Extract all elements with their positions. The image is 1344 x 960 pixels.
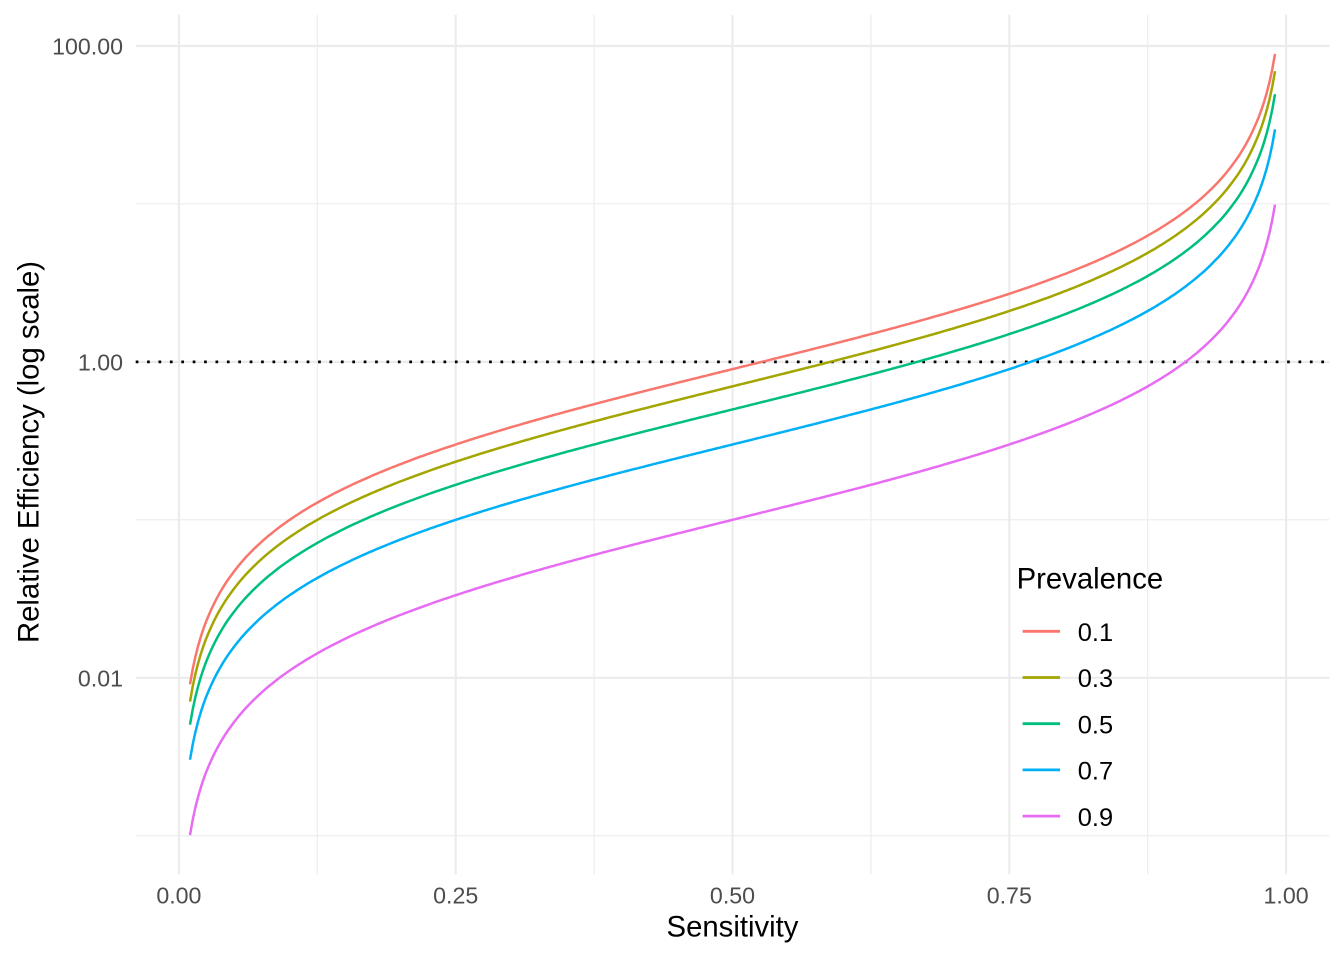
svg-text:0.25: 0.25 xyxy=(433,883,478,909)
svg-text:0.5: 0.5 xyxy=(1078,711,1113,739)
svg-text:Prevalence: Prevalence xyxy=(1017,563,1164,596)
svg-text:100.00: 100.00 xyxy=(52,34,123,60)
svg-text:0.7: 0.7 xyxy=(1078,758,1113,786)
svg-text:Sensitivity: Sensitivity xyxy=(667,911,799,944)
svg-text:1.00: 1.00 xyxy=(1264,883,1309,909)
svg-text:0.3: 0.3 xyxy=(1078,665,1113,693)
svg-text:0.00: 0.00 xyxy=(156,883,201,909)
svg-text:1.00: 1.00 xyxy=(78,349,123,375)
svg-text:0.1: 0.1 xyxy=(1078,619,1113,647)
svg-text:0.9: 0.9 xyxy=(1078,804,1113,832)
svg-text:0.75: 0.75 xyxy=(987,883,1032,909)
svg-text:Relative Efficiency (log scale: Relative Efficiency (log scale) xyxy=(13,261,46,643)
svg-text:0.50: 0.50 xyxy=(710,883,755,909)
svg-text:0.01: 0.01 xyxy=(78,665,123,691)
